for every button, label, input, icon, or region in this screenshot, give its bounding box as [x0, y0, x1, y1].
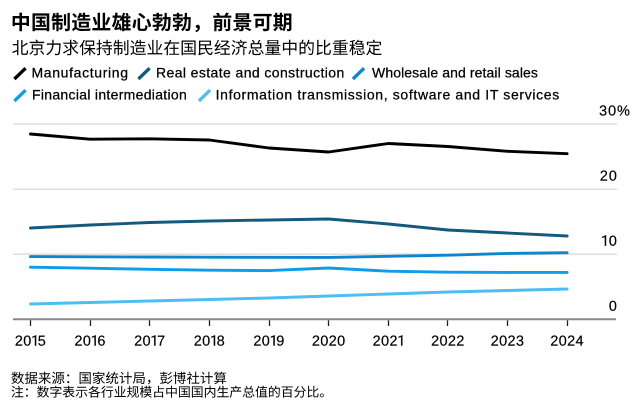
svg-text:Real estate and construction: Real estate and construction — [156, 65, 345, 81]
svg-text:Financial intermediation: Financial intermediation — [32, 87, 187, 103]
svg-text:Manufacturing: Manufacturing — [32, 65, 129, 81]
svg-text:Information transmission, soft: Information transmission, software and I… — [216, 87, 560, 103]
svg-text:Wholesale and retail sales: Wholesale and retail sales — [372, 65, 538, 81]
